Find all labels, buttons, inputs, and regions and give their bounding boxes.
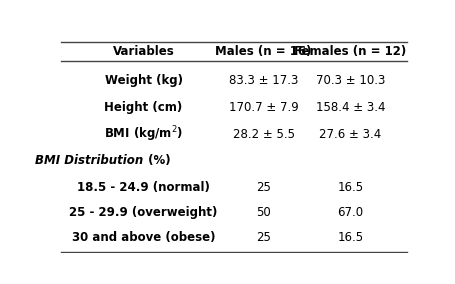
Text: BMI Distribution: BMI Distribution xyxy=(35,154,143,167)
Text: (%): (%) xyxy=(144,154,171,167)
Text: 28.2 ± 5.5: 28.2 ± 5.5 xyxy=(232,128,294,141)
Text: 27.6 ± 3.4: 27.6 ± 3.4 xyxy=(318,128,381,141)
Text: Females (n = 12): Females (n = 12) xyxy=(293,45,405,58)
Text: Variables: Variables xyxy=(112,45,174,58)
Text: 158.4 ± 3.4: 158.4 ± 3.4 xyxy=(315,101,384,114)
Text: 30 and above (obese): 30 and above (obese) xyxy=(72,231,215,244)
Text: Males (n = 16): Males (n = 16) xyxy=(215,45,311,58)
Text: 16.5: 16.5 xyxy=(337,231,363,244)
Text: 70.3 ± 10.3: 70.3 ± 10.3 xyxy=(315,74,384,87)
Text: 25 - 29.9 (overweight): 25 - 29.9 (overweight) xyxy=(69,206,217,219)
Text: 50: 50 xyxy=(256,206,271,219)
Text: Weight (kg): Weight (kg) xyxy=(104,74,182,87)
Text: 16.5: 16.5 xyxy=(337,181,363,194)
Text: 18.5 - 24.9 (normal): 18.5 - 24.9 (normal) xyxy=(77,181,210,194)
Text: Height (cm): Height (cm) xyxy=(104,101,182,114)
Text: 83.3 ± 17.3: 83.3 ± 17.3 xyxy=(228,74,298,87)
Text: 25: 25 xyxy=(256,231,271,244)
Text: BMI (kg/m$^2$): BMI (kg/m$^2$) xyxy=(104,125,183,145)
Text: 67.0: 67.0 xyxy=(337,206,363,219)
Text: 25: 25 xyxy=(256,181,271,194)
Text: 170.7 ± 7.9: 170.7 ± 7.9 xyxy=(228,101,298,114)
